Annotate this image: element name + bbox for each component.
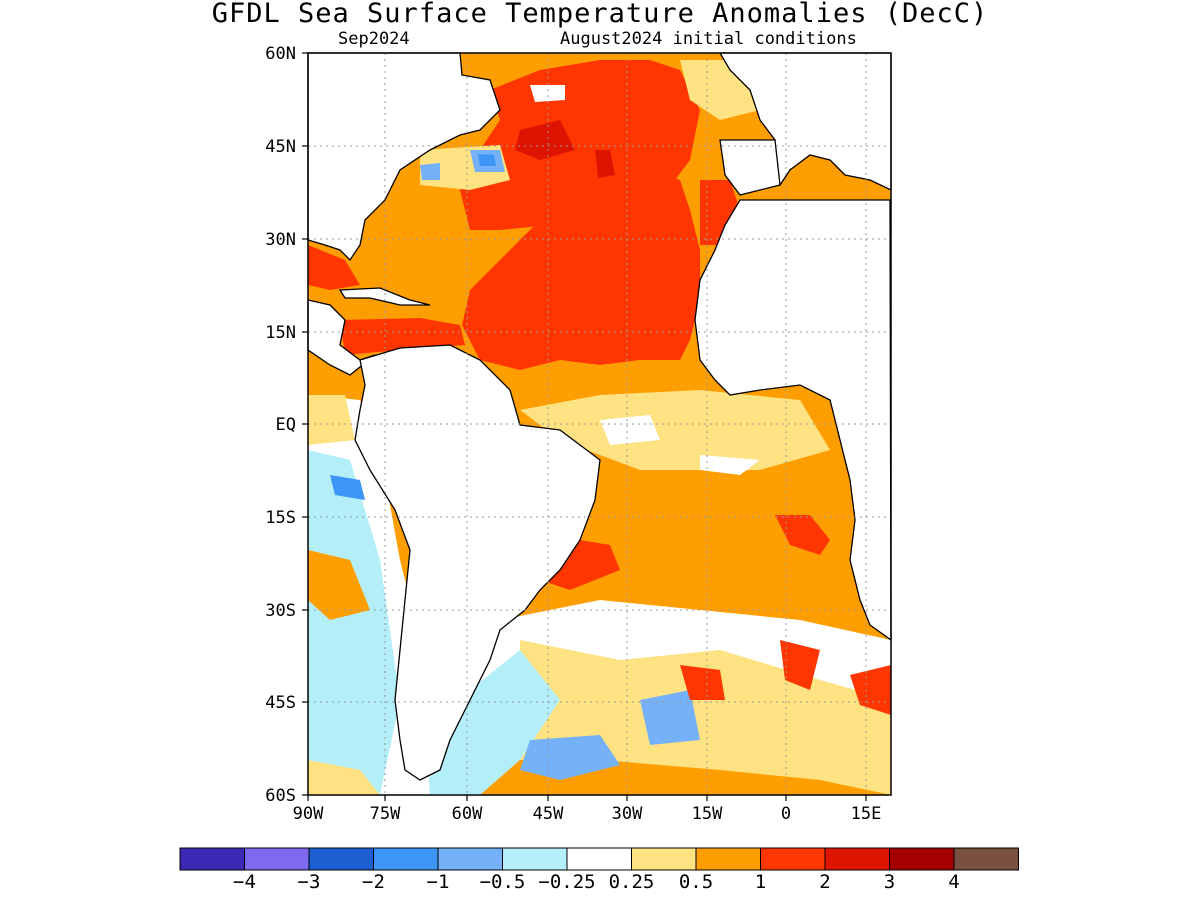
iberia <box>719 139 781 196</box>
colorbar-label: 0.5 <box>678 871 714 893</box>
colorbar-swatch <box>889 847 955 871</box>
colorbar-swatch <box>437 847 503 871</box>
south-america <box>354 344 601 781</box>
colorbar-swatch <box>953 847 1019 871</box>
colorbar-swatch <box>631 847 697 871</box>
colorbar-label: 0.25 <box>608 871 655 893</box>
forecast-month: Sep2024 <box>338 29 410 49</box>
africa <box>694 199 892 642</box>
lon-label: 30W <box>611 804 643 824</box>
colorbar-label: −0.5 <box>479 871 526 893</box>
colorbar-swatch <box>244 847 310 871</box>
north-america <box>307 52 501 262</box>
colorbar <box>179 847 1019 871</box>
cuba <box>338 287 431 306</box>
lon-label: 0 <box>780 804 792 824</box>
colorbar-swatch <box>695 847 761 871</box>
colorbar-label: −0.25 <box>538 871 596 893</box>
land <box>307 52 892 781</box>
colorbar-label: −3 <box>297 871 321 893</box>
lon-label: 15E <box>850 804 882 824</box>
lon-label: 60W <box>451 804 483 824</box>
map-title: GFDL Sea Surface Temperature Anomalies (… <box>211 0 989 29</box>
lat-label: 15N <box>265 323 296 343</box>
lat-label: 60N <box>265 44 296 64</box>
lat-label: 15S <box>265 508 296 528</box>
lat-label: 30S <box>265 601 296 621</box>
colorbar-swatch <box>566 847 632 871</box>
lat-label: 45S <box>265 693 296 713</box>
colorbar-label: 4 <box>948 871 960 893</box>
tick-marks <box>302 52 867 801</box>
colorbar-swatch <box>308 847 374 871</box>
lat-label: 30N <box>265 230 296 250</box>
colorbar-swatch <box>824 847 890 871</box>
colorbar-label: −4 <box>233 871 256 893</box>
colorbar-label: 2 <box>819 871 831 893</box>
colorbar-swatch <box>760 847 826 871</box>
colorbar-label: 1 <box>754 871 767 893</box>
lat-label: EQ <box>275 415 296 435</box>
colorbar-swatch <box>502 847 568 871</box>
lon-label: 75W <box>369 804 401 824</box>
colorbar-swatch <box>373 847 439 871</box>
lat-label: 60S <box>265 786 296 806</box>
colorbar-label: 3 <box>883 871 896 893</box>
lon-label: 45W <box>532 804 564 824</box>
colorbar-label: −1 <box>426 871 450 893</box>
lon-label: 15W <box>691 804 723 824</box>
colorbar-swatch <box>179 847 245 871</box>
lat-label: 45N <box>265 137 296 157</box>
lon-label: 90W <box>292 804 324 824</box>
colorbar-label: −2 <box>362 871 385 893</box>
initial-conditions: August2024 initial conditions <box>560 29 857 49</box>
gridlines <box>308 53 891 795</box>
anomaly-field <box>308 53 891 795</box>
